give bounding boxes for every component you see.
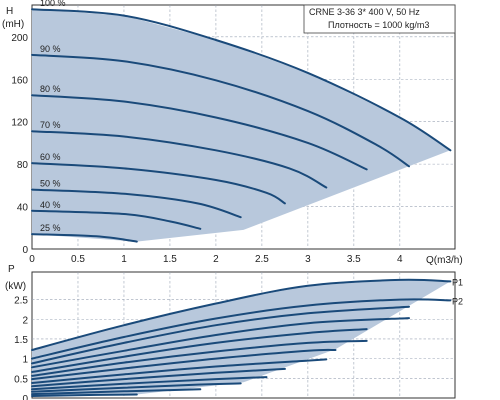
head-label-90: 90 % — [40, 44, 61, 54]
head-xtick-3: 1.5 — [163, 254, 177, 265]
power-curve-P2 — [31, 298, 452, 360]
head-ytick-4: 160 — [11, 75, 28, 86]
head-label-100: 100 % — [40, 0, 66, 8]
head-curve-labels: 100 % 90 % 80 % 70 % 60 % 50 % 40 % 25 % — [40, 0, 66, 233]
head-xtick-2: 1 — [121, 254, 127, 265]
info-box-frame — [303, 4, 456, 34]
power-curve-9 — [31, 367, 286, 388]
head-label-40: 40 % — [40, 200, 61, 210]
head-ytick-5: 200 — [11, 33, 28, 44]
power-curve-7 — [31, 348, 337, 381]
head-xtick-4: 2 — [213, 254, 219, 265]
head-curve-90 — [31, 53, 410, 168]
power-plot-frame — [31, 271, 456, 399]
power-curve-4 — [31, 317, 410, 369]
head-xtick-0: 0 — [29, 254, 35, 265]
head-curve-100 — [31, 8, 452, 152]
head-label-80: 80 % — [40, 84, 61, 94]
head-xtick-1: 0.5 — [71, 254, 85, 265]
head-chart: 100 % 90 % 80 % 70 % 60 % 50 % 40 % 25 % 0 0.5 1 1… — [2, 0, 463, 266]
head-operating-area — [32, 9, 451, 242]
head-ytick-2: 80 — [17, 160, 29, 171]
head-xtick-8: 4 — [397, 254, 403, 265]
power-ytick-2: 1 — [22, 355, 28, 366]
head-xtick-6: 3 — [305, 254, 311, 265]
power-curve-P1 — [31, 278, 452, 351]
info-density-line: Плотность = 1000 kg/m3 — [328, 20, 429, 30]
power-ylabel-symbol: P — [8, 264, 15, 275]
head-ytick-3: 120 — [11, 118, 28, 129]
head-curves — [31, 8, 452, 243]
power-curve-labels: P1 P2 — [452, 277, 463, 306]
power-curve-10 — [31, 376, 268, 391]
head-ytick-0: 0 — [22, 245, 28, 256]
power-curve-5 — [31, 328, 368, 373]
power-label-P2: P2 — [452, 296, 463, 306]
head-curve-80 — [31, 94, 368, 171]
power-ytick-4: 2 — [22, 315, 28, 326]
power-curve-11 — [31, 382, 242, 393]
head-label-50: 50 % — [40, 179, 61, 189]
head-curve-25 — [31, 233, 138, 243]
power-tick-labels: 0 0.5 1 1.5 2 2.5 — [14, 296, 28, 400]
head-curve-50 — [31, 188, 242, 219]
head-xlabel: Q(m3/h) — [426, 255, 463, 266]
head-curve-40 — [31, 209, 202, 230]
power-ylabel-unit: (kW) — [5, 281, 26, 292]
head-label-25: 25 % — [40, 223, 61, 233]
power-ytick-0: 0 — [22, 394, 28, 400]
head-curve-70 — [31, 130, 328, 189]
head-label-60: 60 % — [40, 152, 61, 162]
power-ytick-1: 0.5 — [14, 374, 28, 385]
head-ylabel-unit: (mH) — [2, 19, 24, 30]
power-curve-12 — [31, 388, 202, 396]
power-chart: P1 P2 0 0.5 1 1.5 2 2.5 P (kW) — [5, 264, 463, 400]
power-curve-13 — [31, 393, 138, 397]
info-model-line: CRNE 3-36 3* 400 V, 50 Hz — [309, 7, 420, 17]
info-box: CRNE 3-36 3* 400 V, 50 Hz Плотность = 10… — [303, 4, 456, 34]
power-curve-6 — [31, 339, 368, 377]
head-xtick-5: 2.5 — [255, 254, 269, 265]
power-ytick-5: 2.5 — [14, 296, 28, 307]
head-curve-60 — [31, 162, 286, 205]
power-curve-8 — [31, 358, 328, 384]
head-ylabel-symbol: H — [6, 6, 13, 17]
power-curves — [31, 278, 452, 397]
head-ytick-1: 40 — [17, 203, 29, 214]
power-ytick-3: 1.5 — [14, 335, 28, 346]
head-label-70: 70 % — [40, 120, 61, 130]
power-label-P1: P1 — [452, 277, 463, 287]
head-xtick-7: 3.5 — [347, 254, 361, 265]
power-curve-3 — [31, 305, 410, 365]
